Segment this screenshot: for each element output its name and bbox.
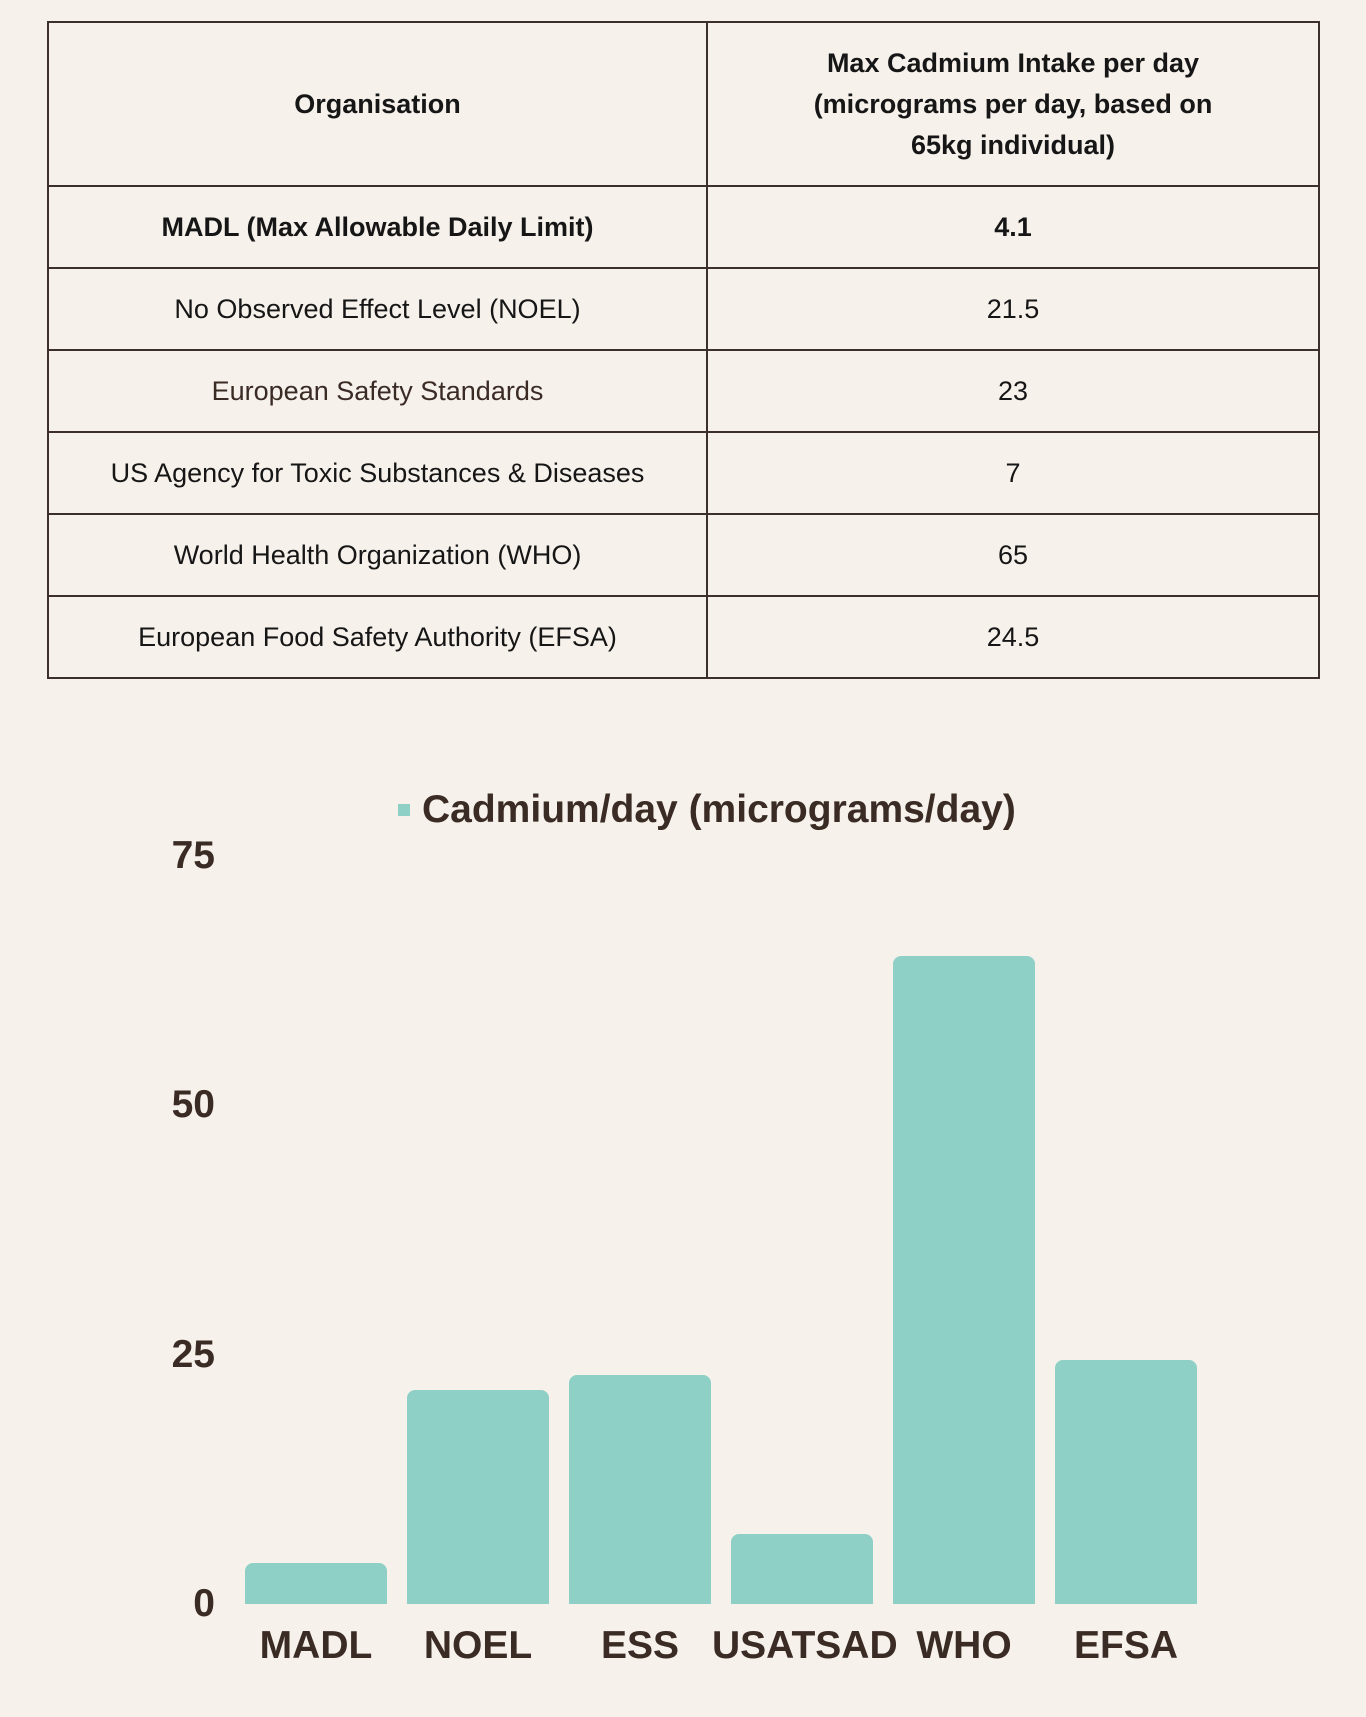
- value-cell: 7: [706, 431, 1320, 515]
- table-row: US Agency for Toxic Substances & Disease…: [47, 431, 1320, 515]
- chart-legend: Cadmium/day (micrograms/day): [398, 788, 1016, 832]
- table-header-row: Organisation Max Cadmium Intake per day …: [47, 21, 1320, 187]
- cadmium-intake-table: Organisation Max Cadmium Intake per day …: [47, 21, 1320, 679]
- value-cell: 24.5: [706, 595, 1320, 679]
- org-cell: European Food Safety Authority (EFSA): [47, 595, 708, 679]
- x-tick-label: WHO: [916, 1624, 1012, 1667]
- org-cell: No Observed Effect Level (NOEL): [47, 267, 708, 351]
- table-row: World Health Organization (WHO) 65: [47, 513, 1320, 597]
- header-max-intake: Max Cadmium Intake per day (micrograms p…: [706, 21, 1320, 187]
- y-tick-label: 50: [171, 1083, 215, 1127]
- value-cell: 23: [706, 349, 1320, 433]
- org-cell: World Health Organization (WHO): [47, 513, 708, 597]
- bar-noel: [407, 1389, 549, 1604]
- table-row: European Safety Standards 23: [47, 349, 1320, 433]
- table-row: No Observed Effect Level (NOEL) 21.5: [47, 267, 1320, 351]
- bar-madl: [245, 1563, 387, 1604]
- org-cell: MADL (Max Allowable Daily Limit): [47, 185, 708, 269]
- header-organisation: Organisation: [47, 21, 708, 187]
- value-cell: 65: [706, 513, 1320, 597]
- bar-usatsad: [731, 1534, 873, 1604]
- value-cell: 4.1: [706, 185, 1320, 269]
- org-cell: European Safety Standards: [47, 349, 708, 433]
- x-tick-label: USATSAD: [712, 1624, 898, 1667]
- bar-ess: [569, 1374, 711, 1604]
- bar-chart: Cadmium/day (micrograms/day) 0 25 50 75 MAD…: [0, 760, 1366, 1717]
- table-row: MADL (Max Allowable Daily Limit) 4.1: [47, 185, 1320, 269]
- x-tick-label: MADL: [259, 1624, 373, 1667]
- org-cell: US Agency for Toxic Substances & Disease…: [47, 431, 708, 515]
- x-tick-label: EFSA: [1073, 1624, 1178, 1667]
- y-tick-label: 75: [171, 834, 215, 877]
- x-tick-label: ESS: [600, 1624, 680, 1667]
- y-tick-label: 25: [171, 1332, 215, 1376]
- value-cell: 21.5: [706, 267, 1320, 351]
- legend-label: Cadmium/day (micrograms/day): [422, 788, 1016, 831]
- bar-efsa: [1055, 1359, 1197, 1604]
- legend-swatch-icon: [398, 804, 410, 816]
- y-tick-label: 0: [193, 1582, 215, 1625]
- table-row: European Food Safety Authority (EFSA) 24…: [47, 595, 1320, 679]
- bar-who: [893, 955, 1035, 1604]
- x-tick-label: NOEL: [423, 1624, 533, 1667]
